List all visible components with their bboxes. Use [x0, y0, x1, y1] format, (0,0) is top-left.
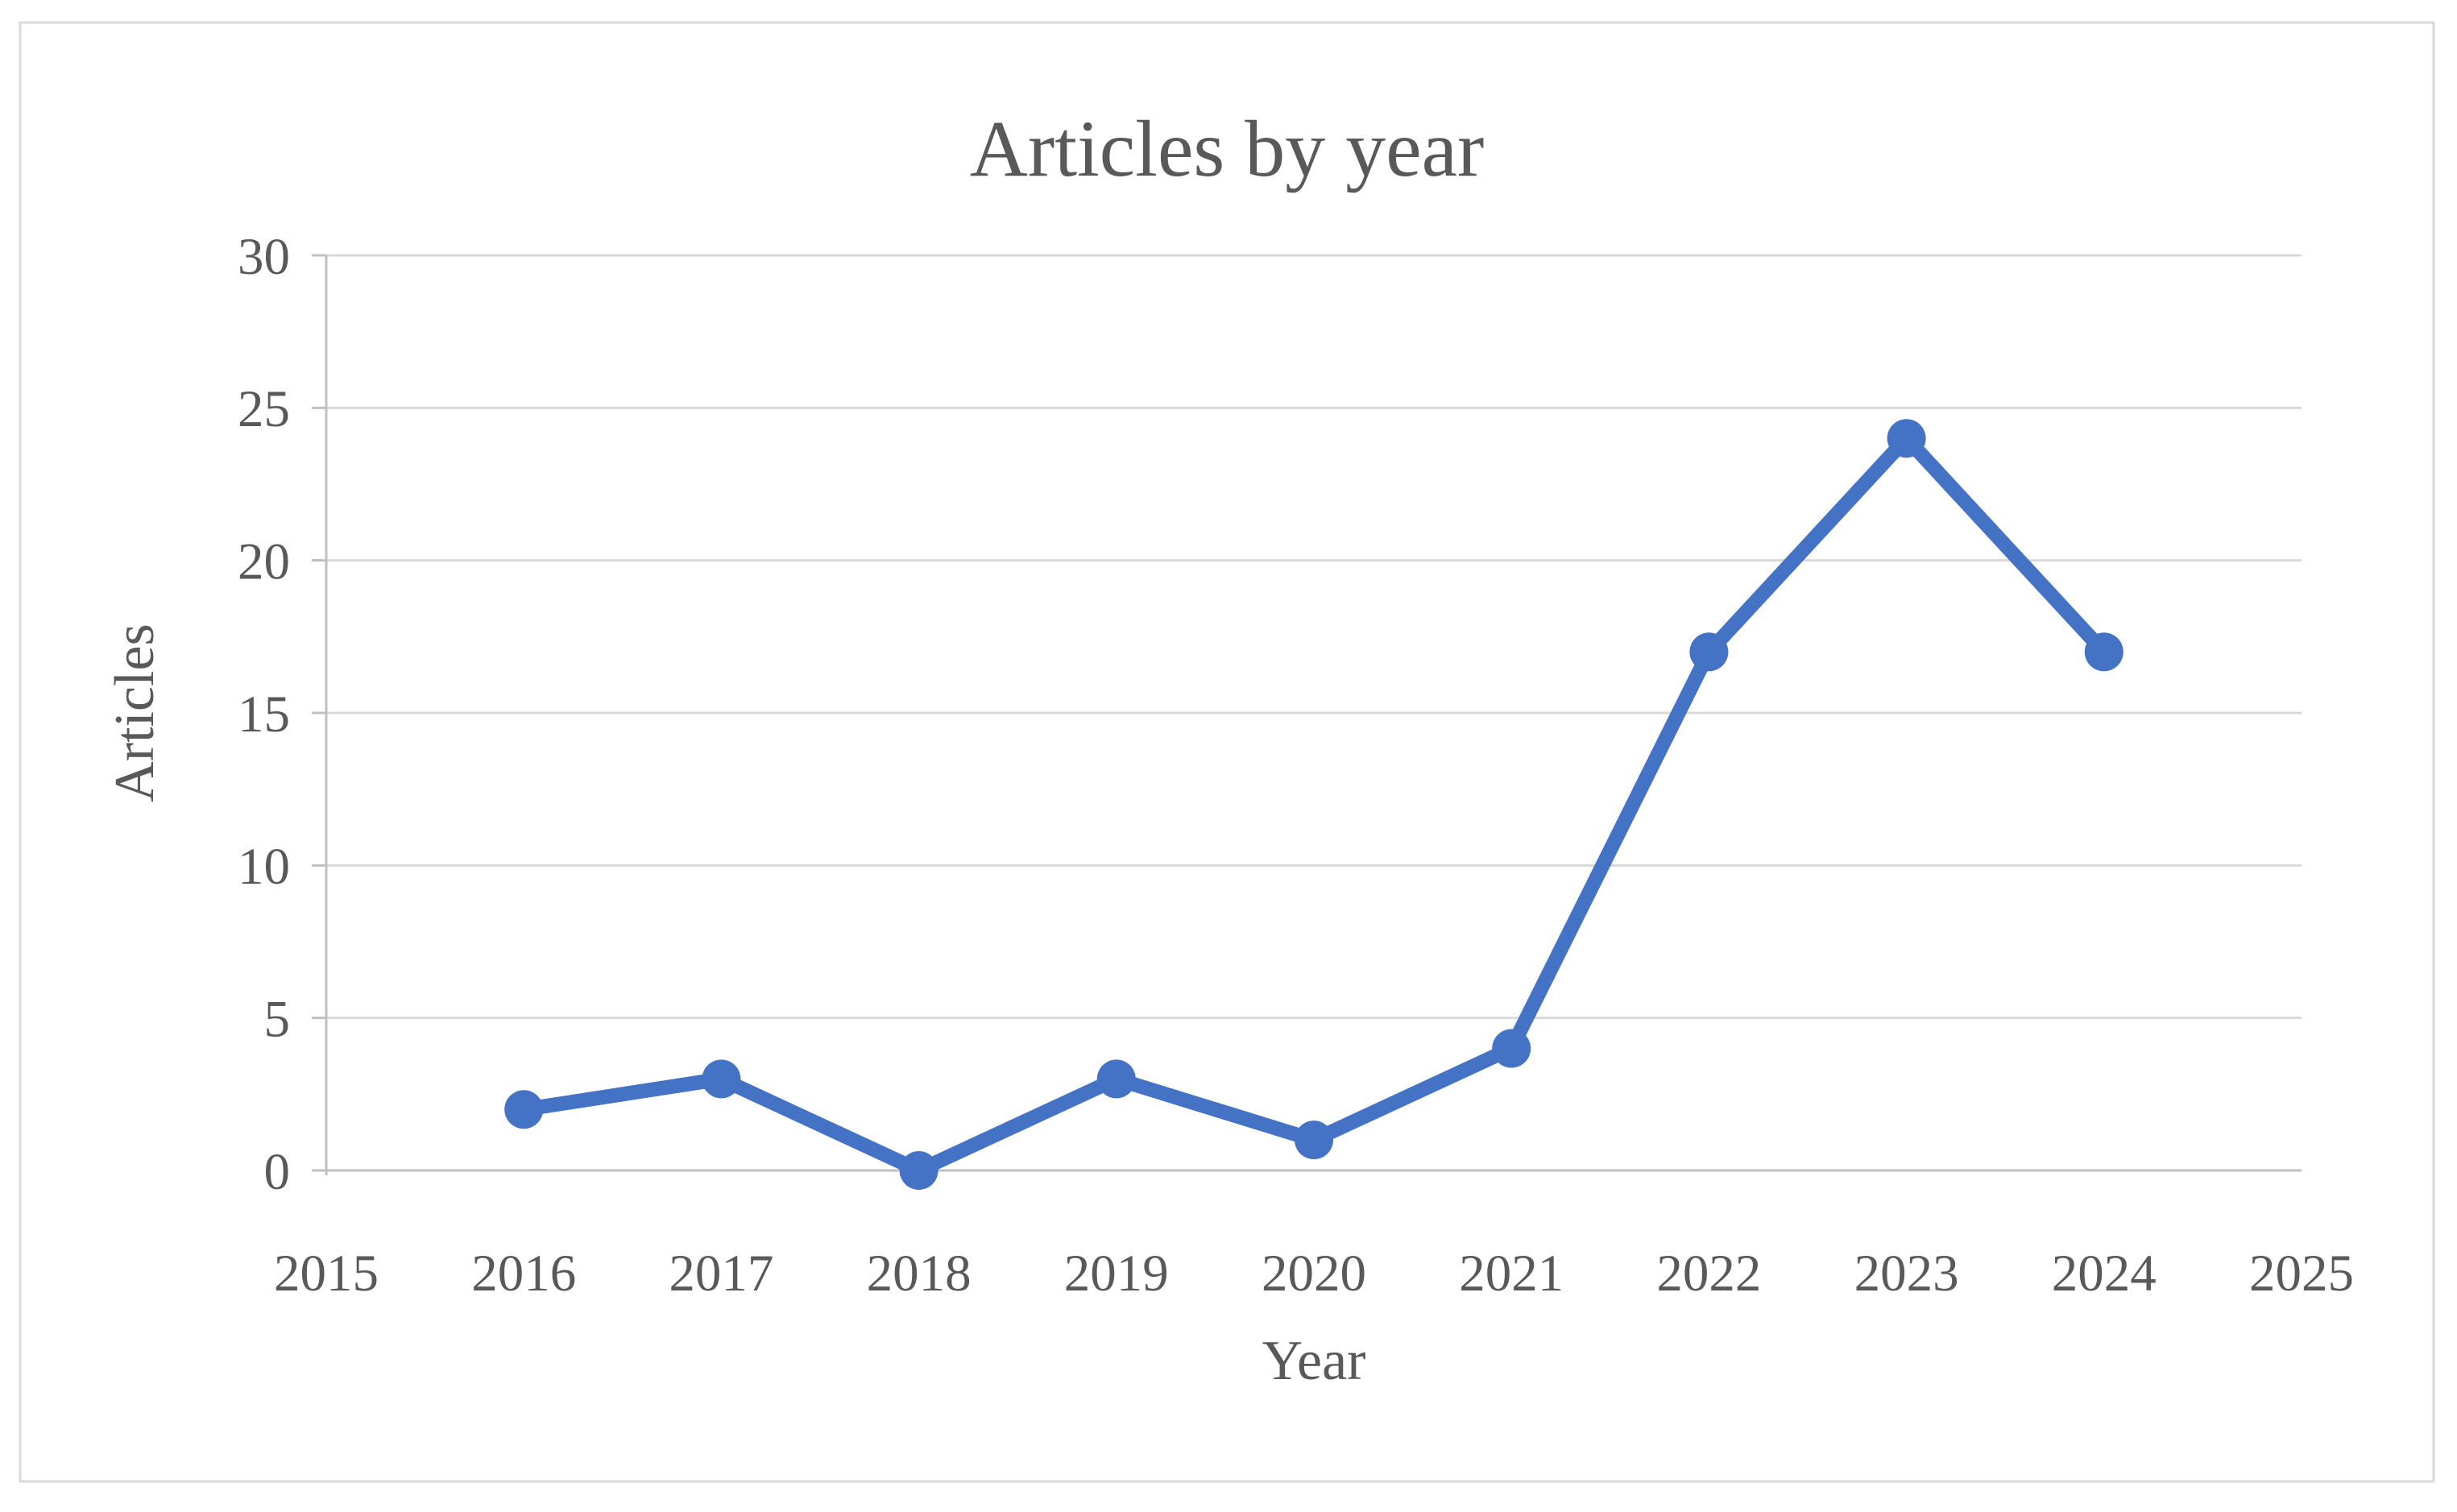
x-tick-label-2018: 2018	[867, 1245, 972, 1303]
x-axis-title: Year	[1262, 1330, 1366, 1392]
x-tick-label-2017: 2017	[669, 1245, 773, 1303]
x-tick-label-2024: 2024	[2052, 1245, 2157, 1303]
x-tick-label-2020: 2020	[1262, 1245, 1366, 1303]
gridlines-layer	[326, 254, 2302, 1020]
axes-layer	[325, 255, 2302, 1175]
x-tick-labels-layer: 2015 2016 2017 2018 2019 2020 2021 2022 2023 2024…	[274, 1245, 2354, 1303]
data-point-2017	[702, 1059, 741, 1099]
y-tick-marks-layer	[312, 254, 326, 1172]
x-tick-label-2019: 2019	[1064, 1245, 1169, 1303]
data-point-2019	[1096, 1059, 1136, 1099]
data-series-layer	[504, 419, 2123, 1190]
x-tick-label-2021: 2021	[1459, 1245, 1564, 1303]
x-tick-label-2016: 2016	[471, 1245, 576, 1303]
y-tick-label-30: 30	[238, 228, 290, 286]
data-point-2021	[1492, 1029, 1531, 1068]
y-axis-title: Articles	[104, 623, 166, 802]
y-tick-label-15: 15	[238, 686, 290, 744]
x-tick-label-2022: 2022	[1656, 1245, 1761, 1303]
y-tick-labels-layer: 0 5 10 15 20 25 30	[238, 228, 290, 1201]
articles-series-line	[516, 431, 2111, 1178]
data-point-2018	[899, 1151, 938, 1190]
data-point-2020	[1295, 1121, 1333, 1160]
x-tick-label-2025: 2025	[2249, 1245, 2354, 1303]
y-tick-label-10: 10	[238, 838, 290, 896]
y-tick-label-0: 0	[264, 1143, 291, 1201]
data-point-2024	[2084, 632, 2123, 672]
x-tick-label-2015: 2015	[274, 1245, 379, 1303]
y-tick-label-5: 5	[264, 990, 291, 1048]
data-point-2022	[1689, 632, 1729, 672]
x-tick-label-2023: 2023	[1854, 1245, 1959, 1303]
data-point-2023	[1887, 419, 1926, 458]
y-tick-label-25: 25	[238, 380, 290, 438]
figure-border	[19, 21, 2435, 1483]
chart-title: Articles by year	[970, 104, 1485, 193]
data-point-2016	[504, 1090, 544, 1129]
y-tick-label-20: 20	[238, 532, 290, 590]
